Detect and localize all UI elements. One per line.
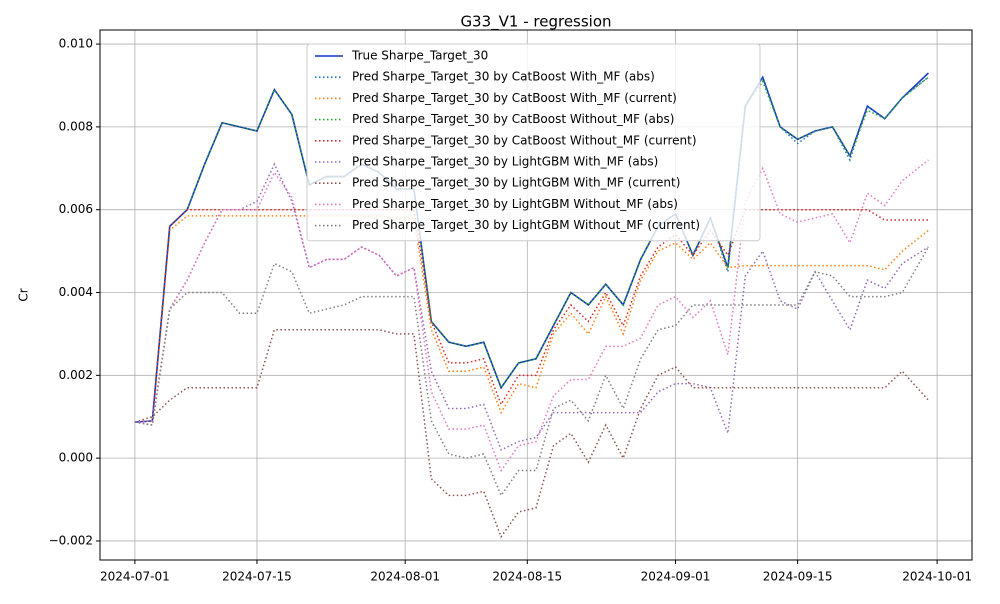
- y-tick-label: −0.002: [49, 533, 93, 547]
- series-line: [134, 246, 930, 497]
- series-line: [134, 208, 929, 423]
- y-tick-label: 0.008: [59, 119, 93, 133]
- legend-label: Pred Sharpe_Target_30 by CatBoost With_M…: [352, 91, 677, 105]
- y-tick-label: 0.010: [59, 37, 93, 51]
- legend-label: Pred Sharpe_Target_30 by CatBoost With_M…: [352, 70, 655, 84]
- x-tick-label: 2024-09-15: [763, 570, 833, 584]
- x-tick-label: 2024-10-01: [902, 570, 972, 584]
- x-tick-label: 2024-08-15: [492, 570, 562, 584]
- x-tick-label: 2024-07-01: [100, 570, 170, 584]
- y-tick-label: 0.006: [59, 202, 93, 216]
- x-tick-label: 2024-09-01: [641, 570, 711, 584]
- y-tick-label: 0.004: [59, 285, 93, 299]
- series-line: [134, 162, 929, 451]
- legend-box: [306, 43, 761, 242]
- y-tick-label: 0.000: [59, 451, 93, 465]
- legend-label: Pred Sharpe_Target_30 by LightGBM With_M…: [352, 155, 658, 169]
- series-line: [134, 329, 929, 539]
- series-line: [134, 76, 929, 423]
- series-line: [134, 215, 929, 423]
- chart-title: G33_V1 - regression: [460, 13, 611, 32]
- y-axis-label: Cr: [17, 288, 31, 301]
- legend-label: True Sharpe_Target_30: [351, 49, 488, 63]
- legend-label: Pred Sharpe_Target_30 by LightGBM With_M…: [352, 176, 680, 190]
- legend-label: Pred Sharpe_Target_30 by CatBoost Withou…: [352, 133, 697, 147]
- x-tick-label: 2024-07-15: [222, 570, 292, 584]
- plot-frame: [99, 29, 973, 561]
- legend-label: Pred Sharpe_Target_30 by CatBoost Withou…: [352, 112, 674, 126]
- y-tick-label: 0.002: [59, 368, 93, 382]
- legend-label: Pred Sharpe_Target_30 by LightGBM Withou…: [352, 218, 700, 232]
- x-tick-label: 2024-08-01: [370, 570, 440, 584]
- legend-label: Pred Sharpe_Target_30 by LightGBM Withou…: [352, 197, 678, 211]
